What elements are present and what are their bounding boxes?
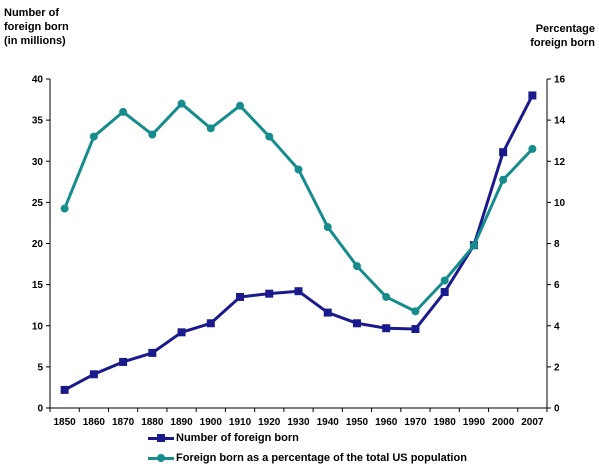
data-point-circle <box>265 132 274 141</box>
x-tick-label: 1880 <box>141 417 164 428</box>
data-point-circle <box>148 130 157 139</box>
data-point-square <box>382 324 391 333</box>
data-point-circle <box>236 101 245 110</box>
data-point-circle <box>411 307 420 316</box>
data-point-circle <box>440 276 449 285</box>
legend-swatch-circle <box>148 452 174 464</box>
left-tick-label: 35 <box>32 116 44 127</box>
data-point-circle <box>119 107 128 116</box>
data-point-circle <box>352 262 361 271</box>
left-tick-label: 10 <box>32 321 44 332</box>
left-axis-title: Number of foreign born (in millions) <box>4 7 69 47</box>
data-point-square <box>206 319 215 328</box>
right-tick-label: 0 <box>554 404 560 415</box>
legend-item-foreign-born-percentage: Foreign born as a percentage of the tota… <box>148 452 467 464</box>
data-point-circle <box>294 165 303 174</box>
data-point-square <box>89 370 98 379</box>
right-tick-label: 10 <box>554 198 566 209</box>
data-point-square <box>119 357 128 366</box>
data-point-square <box>352 319 361 328</box>
x-tick-label: 1920 <box>258 417 281 428</box>
data-point-square <box>60 385 69 394</box>
data-point-circle <box>323 223 332 232</box>
data-point-circle <box>382 292 391 301</box>
x-tick-label: 1890 <box>170 417 193 428</box>
left-tick-label: 20 <box>32 239 44 250</box>
left-tick-label: 25 <box>32 198 44 209</box>
x-tick-label: 1860 <box>83 417 106 428</box>
data-point-circle <box>177 99 186 108</box>
left-tick-label: 40 <box>32 75 44 86</box>
x-tick-label: 1940 <box>317 417 340 428</box>
right-tick-label: 14 <box>554 116 566 127</box>
left-tick-label: 0 <box>37 404 43 415</box>
legend-swatch-square <box>148 432 174 444</box>
series-line-foreign-born-percentage <box>63 102 534 313</box>
data-point-circle <box>89 132 98 141</box>
x-tick-label: 1970 <box>404 417 427 428</box>
data-point-square <box>411 325 420 334</box>
data-point-square <box>528 91 537 100</box>
x-tick-label: 1910 <box>229 417 252 428</box>
left-tick-label: 30 <box>32 157 44 168</box>
x-tick-label: 1990 <box>463 417 486 428</box>
x-tick-label: 1950 <box>346 417 369 428</box>
x-tick-label: 2007 <box>521 417 544 428</box>
right-tick-label: 2 <box>554 362 560 373</box>
right-axis-title: Percentage foreign born <box>530 23 595 49</box>
data-point-square <box>265 289 274 298</box>
x-tick-label: 1850 <box>53 417 76 428</box>
data-point-square <box>440 288 449 297</box>
legend-item-foreign-born-count: Number of foreign born <box>148 432 299 444</box>
x-tick-label: 2000 <box>492 417 515 428</box>
data-point-circle <box>499 175 508 184</box>
data-point-square <box>148 348 157 357</box>
data-point-square <box>323 308 332 317</box>
x-tick-label: 1900 <box>200 417 223 428</box>
data-point-square <box>499 148 508 157</box>
legend-label: Foreign born as a percentage of the tota… <box>176 452 467 464</box>
data-point-square <box>236 292 245 301</box>
left-tick-label: 15 <box>32 280 44 291</box>
data-point-square <box>294 287 303 296</box>
data-point-circle <box>206 124 215 133</box>
right-tick-label: 12 <box>554 157 566 168</box>
right-tick-label: 4 <box>554 321 560 332</box>
data-point-circle <box>469 241 478 250</box>
x-tick-label: 1930 <box>287 417 310 428</box>
x-tick-label: 1980 <box>434 417 457 428</box>
right-tick-label: 16 <box>554 75 566 86</box>
legend-label: Number of foreign born <box>176 432 299 444</box>
data-point-square <box>177 328 186 337</box>
series-line-foreign-born-count <box>63 94 534 392</box>
x-tick-label: 1870 <box>112 417 135 428</box>
left-tick-label: 5 <box>37 362 43 373</box>
data-point-circle <box>528 144 537 153</box>
data-point-circle <box>60 204 69 213</box>
x-tick-label: 1960 <box>375 417 398 428</box>
right-tick-label: 6 <box>554 280 560 291</box>
right-tick-label: 8 <box>554 239 560 250</box>
